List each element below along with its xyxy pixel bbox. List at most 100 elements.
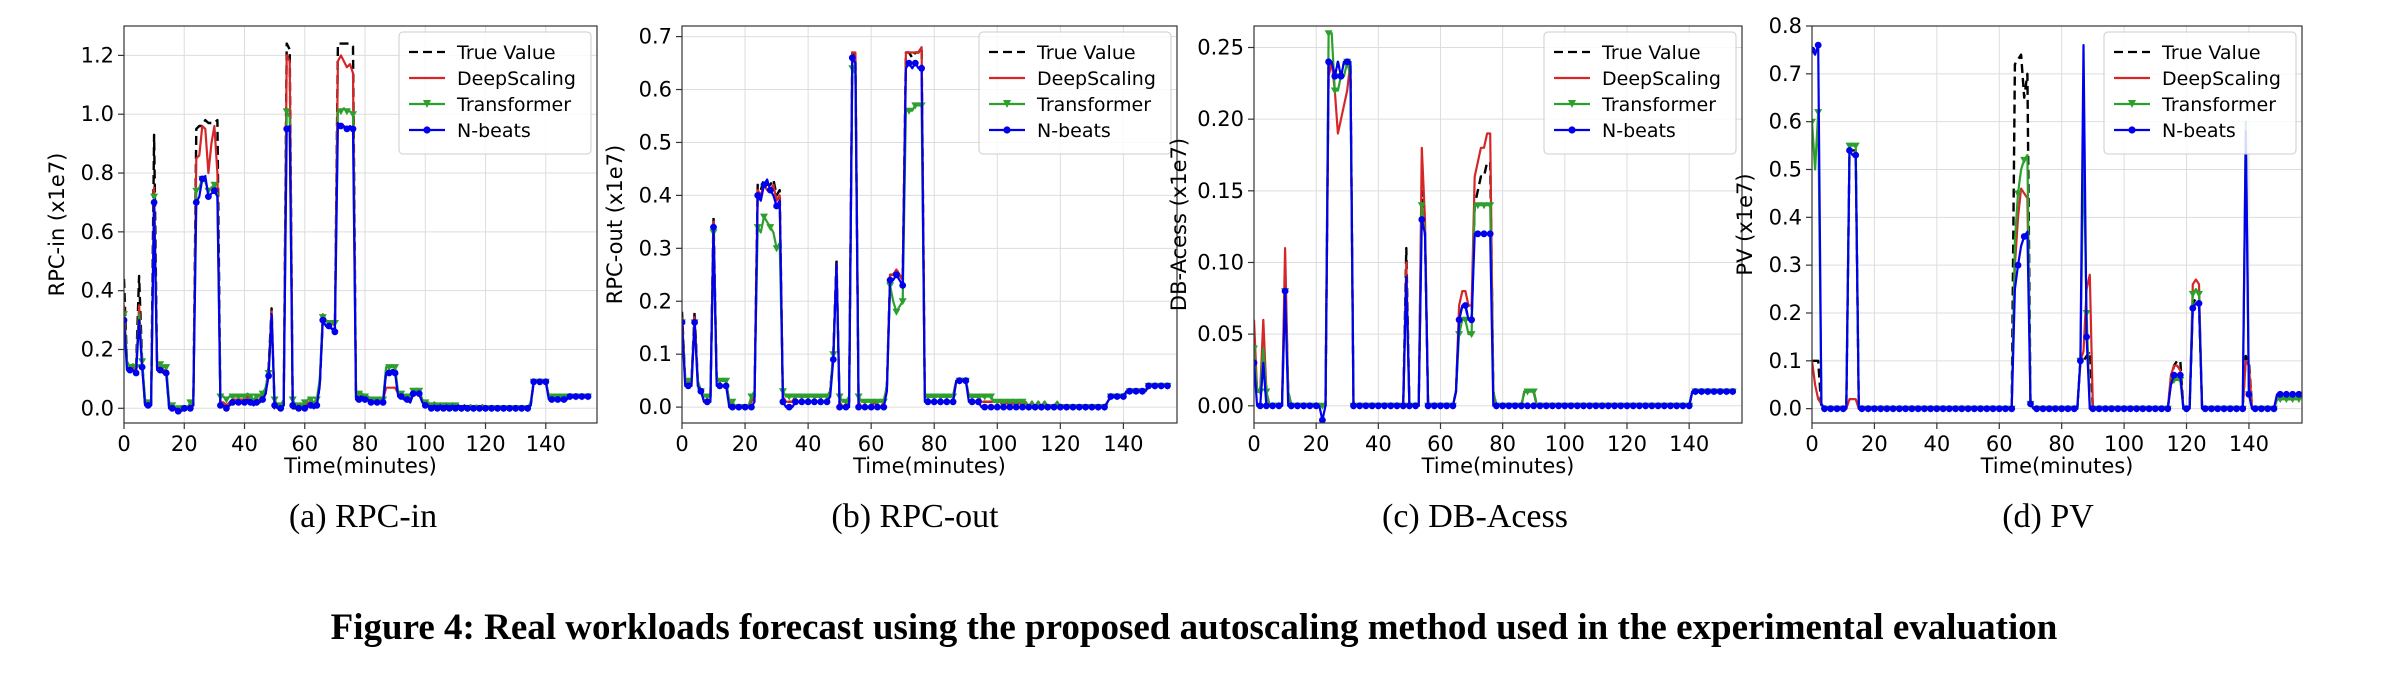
plot-frame <box>123 25 598 424</box>
point-nbeats <box>476 404 483 412</box>
point-nbeats <box>391 369 399 377</box>
y-tick-label: 0.0 <box>1769 397 1802 421</box>
point-nbeats <box>1362 402 1370 410</box>
point-transformer <box>228 393 237 401</box>
point-nbeats <box>1350 402 1357 410</box>
point-nbeats <box>1839 405 1847 413</box>
point-nbeats <box>1449 402 1457 410</box>
point-nbeats <box>361 396 369 403</box>
y-axis-label: PV (x1e7) <box>1733 173 1757 275</box>
point-nbeats <box>150 199 158 206</box>
panel-caption-c: (c) DB-Acess <box>1382 498 1568 535</box>
y-tick-label: 0.5 <box>639 130 672 154</box>
point-nbeats <box>1827 405 1835 413</box>
point-nbeats <box>572 393 580 400</box>
point-nbeats <box>578 393 586 400</box>
point-nbeats <box>1031 403 1039 411</box>
point-nbeats <box>1486 230 1494 238</box>
point-transformer <box>391 364 400 372</box>
point-transformer <box>124 311 128 319</box>
point-nbeats <box>409 390 417 397</box>
point-nbeats <box>703 398 711 406</box>
legend-marker <box>1003 100 1011 108</box>
y-tick-label: 0.00 <box>1197 394 1244 418</box>
point-nbeats <box>1101 403 1108 411</box>
point-nbeats <box>1536 402 1544 410</box>
point-nbeats <box>930 398 938 406</box>
point-transformer <box>684 377 693 385</box>
point-nbeats <box>524 404 532 412</box>
point-nbeats <box>2270 405 2278 413</box>
point-nbeats <box>2089 405 2097 413</box>
point-nbeats <box>205 193 212 201</box>
point-transformer <box>1529 388 1538 396</box>
point-nbeats <box>162 369 170 377</box>
y-axis-label: DB-Acess (x1e7) <box>1167 138 1191 311</box>
point-transformer <box>2282 396 2291 404</box>
point-nbeats <box>1958 405 1966 413</box>
point-transformer <box>234 393 243 401</box>
legend-label-true-value: True Value <box>1036 42 1136 64</box>
point-transformer <box>1324 30 1333 38</box>
point-transformer <box>791 393 800 401</box>
point-nbeats <box>433 404 441 412</box>
point-nbeats <box>1088 403 1096 411</box>
point-nbeats <box>1075 403 1083 411</box>
point-nbeats <box>397 393 405 400</box>
point-nbeats <box>1132 387 1140 395</box>
point-transformer <box>1467 331 1476 339</box>
point-nbeats <box>1511 402 1519 410</box>
point-nbeats <box>2120 405 2128 413</box>
point-nbeats <box>1883 405 1891 413</box>
point-nbeats <box>1970 405 1978 413</box>
series-line-transformer <box>1812 110 2299 410</box>
point-nbeats <box>949 398 957 406</box>
point-nbeats <box>1908 405 1916 413</box>
point-nbeats <box>1437 402 1444 410</box>
x-tick-label: 100 <box>2104 432 2144 456</box>
x-tick-label: 0 <box>117 432 130 456</box>
point-transformer <box>300 399 309 407</box>
point-transformer <box>930 393 939 401</box>
point-transformer <box>258 390 267 398</box>
point-nbeats <box>1000 403 1007 411</box>
point-nbeats <box>1864 405 1872 413</box>
point-nbeats <box>1331 72 1339 80</box>
point-nbeats <box>144 402 152 409</box>
point-nbeats <box>1927 405 1934 413</box>
point-nbeats <box>2201 405 2209 413</box>
point-nbeats <box>307 402 315 409</box>
point-nbeats <box>867 403 875 411</box>
point-nbeats <box>1294 402 1301 410</box>
point-nbeats <box>2014 261 2022 269</box>
point-nbeats <box>494 404 501 412</box>
point-nbeats <box>223 404 230 412</box>
point-nbeats <box>2226 405 2234 413</box>
point-nbeats <box>1343 58 1351 66</box>
y-tick-label: 0.2 <box>1769 301 1802 325</box>
point-nbeats <box>1387 402 1395 410</box>
point-nbeats <box>1648 402 1656 410</box>
point-transformer <box>841 398 850 406</box>
point-nbeats <box>1617 402 1625 410</box>
point-nbeats <box>403 396 411 403</box>
point-nbeats <box>2233 405 2240 413</box>
point-nbeats <box>836 403 843 411</box>
point-transformer <box>1473 202 1482 210</box>
point-nbeats <box>1692 388 1699 395</box>
point-nbeats <box>1555 402 1562 410</box>
point-transformer <box>1417 202 1426 210</box>
point-transformer <box>342 108 351 116</box>
series-line-deepscaling <box>1812 187 2299 410</box>
point-nbeats <box>1424 402 1432 410</box>
point-nbeats <box>2070 405 2078 413</box>
x-axis-label: Time(minutes) <box>1980 454 2134 478</box>
point-nbeats <box>741 403 749 411</box>
legend-marker <box>423 100 431 108</box>
point-nbeats <box>1642 402 1649 410</box>
y-tick-label: 0.2 <box>639 289 672 313</box>
point-transformer <box>2294 396 2302 404</box>
x-axis-label: Time(minutes) <box>852 454 1006 478</box>
point-nbeats <box>2276 390 2284 398</box>
point-nbeats <box>2289 390 2297 398</box>
